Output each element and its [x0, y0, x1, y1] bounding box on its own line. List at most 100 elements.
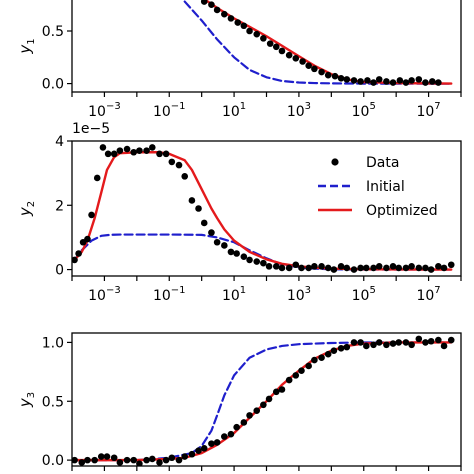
data-point	[149, 144, 156, 151]
data-point	[402, 339, 410, 346]
x-tick-base: 10	[222, 288, 240, 304]
data-point	[415, 335, 423, 343]
data-point	[415, 264, 423, 272]
data-point	[330, 266, 338, 273]
data-point	[213, 6, 221, 14]
panel-y3: 0.0 0.5 1.0 y3	[16, 332, 462, 471]
x-tick-label: 103	[287, 101, 311, 120]
data-point	[208, 1, 215, 9]
data-point	[305, 62, 312, 70]
x-tick-base: 10	[287, 104, 305, 120]
x-tick-label: 105	[352, 285, 376, 304]
data-point	[200, 219, 208, 227]
data-point	[311, 356, 318, 364]
data-point	[72, 456, 78, 464]
x-tick-label: 107	[416, 285, 440, 304]
x-tick-exponent: 5	[369, 285, 375, 296]
data-point	[330, 347, 338, 354]
data-point	[84, 456, 91, 464]
data-point	[246, 412, 253, 419]
data-point	[311, 263, 318, 270]
data-point	[175, 161, 183, 169]
data-point	[156, 459, 163, 466]
x-tick-base: 10	[352, 288, 370, 304]
data-point	[195, 205, 202, 212]
data-point	[93, 174, 101, 182]
data-point	[130, 148, 137, 156]
data-point	[208, 229, 215, 236]
y-axis-label-base: y	[16, 206, 34, 217]
data-point	[234, 19, 242, 26]
data-point	[324, 71, 332, 79]
y-tick-label: 0.5	[42, 394, 64, 410]
x-tick-base: 10	[88, 104, 106, 120]
data-point	[75, 250, 82, 257]
data-point	[208, 440, 215, 447]
data-point	[363, 264, 370, 272]
plot-area	[72, 144, 455, 273]
data-point	[110, 150, 118, 158]
data-point	[324, 350, 332, 358]
data-point	[175, 456, 183, 464]
data-point	[116, 459, 124, 466]
data-point	[168, 158, 176, 166]
data-point	[357, 264, 364, 272]
x-tick-base: 10	[416, 288, 434, 304]
data-point	[285, 264, 293, 272]
data-point	[435, 79, 442, 86]
x-tick-exponent: 5	[369, 101, 375, 112]
x-tick-base: 10	[416, 104, 434, 120]
data-point	[370, 341, 377, 349]
data-point	[389, 263, 397, 270]
data-point	[408, 77, 415, 84]
data-point	[162, 150, 170, 158]
data-point	[408, 263, 415, 270]
y-offset-text: 1e−5	[72, 121, 110, 137]
data-point	[337, 263, 345, 270]
data-point	[240, 253, 248, 261]
data-point	[427, 266, 435, 273]
data-point	[265, 263, 273, 270]
data-point	[447, 336, 455, 344]
data-point	[78, 459, 86, 466]
data-point	[200, 445, 208, 452]
data-point	[343, 264, 351, 272]
x-tick-base: 10	[153, 288, 171, 304]
data-point	[99, 144, 107, 151]
data-point	[188, 450, 196, 458]
data-point	[370, 79, 377, 86]
initial-series-line	[183, 0, 453, 85]
data-point	[299, 58, 306, 65]
data-point	[227, 15, 235, 22]
data-point	[285, 376, 293, 384]
x-tick-base: 10	[88, 288, 106, 304]
data-point	[440, 342, 448, 350]
data-point	[240, 419, 248, 426]
x-tick-exponent: −3	[106, 285, 121, 296]
data-point	[389, 79, 397, 86]
x-tick-label: 105	[352, 101, 376, 120]
data-point	[363, 342, 370, 350]
data-point	[343, 343, 351, 351]
x-tick-base: 10	[287, 288, 305, 304]
x-tick-exponent: 1	[240, 285, 246, 296]
y-tick-label: 0.5	[42, 24, 64, 40]
data-point	[324, 264, 332, 272]
data-point	[435, 336, 442, 344]
data-point	[88, 211, 95, 219]
y-axis-label-base: y	[16, 397, 34, 408]
data-point	[305, 362, 312, 370]
data-point	[331, 72, 339, 80]
data-point	[422, 339, 429, 346]
data-point	[123, 456, 131, 464]
data-point	[103, 453, 111, 460]
data-point	[188, 197, 196, 204]
data-point	[195, 447, 202, 455]
data-point	[285, 51, 293, 59]
x-tick-exponent: −1	[171, 101, 186, 112]
data-point	[272, 263, 280, 270]
data-point	[298, 264, 305, 272]
data-point	[337, 75, 345, 82]
